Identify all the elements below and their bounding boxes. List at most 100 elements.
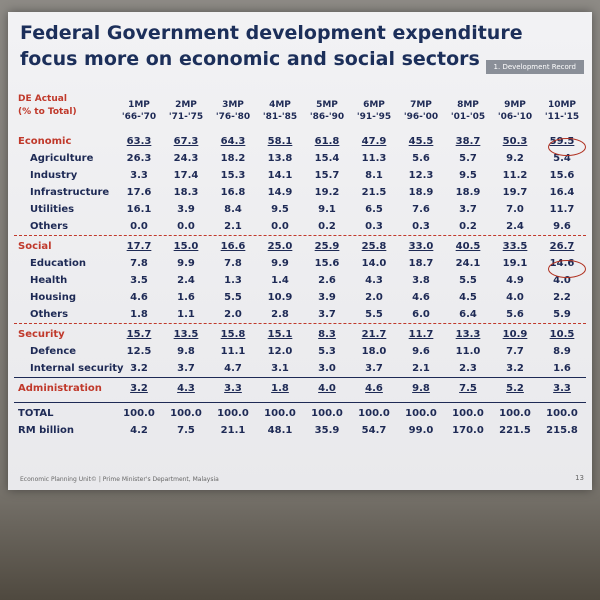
item-value: 15.6 [549,170,575,181]
item-value: 3.9 [318,292,336,303]
section-value: 33.5 [502,241,528,252]
total-value: 100.0 [405,408,437,419]
total-value: 35.9 [314,425,340,436]
item-value: 4.3 [365,275,383,286]
section-value: 64.3 [220,136,246,147]
item-value: 3.7 [459,204,477,215]
item-value: 4.6 [130,292,148,303]
section-value: 25.8 [361,241,387,252]
item-value: 8.1 [365,170,383,181]
section-value: 58.1 [267,136,293,147]
item-value: 16.4 [549,187,575,198]
item-value: 2.1 [412,363,430,374]
item-value: 5.7 [459,153,477,164]
total-value: 100.0 [358,408,390,419]
section-value: 17.7 [126,241,152,252]
section-value: 11.7 [408,329,434,340]
item-value: 2.4 [177,275,195,286]
section-rule [14,235,586,236]
item-value: 4.6 [412,292,430,303]
item-value: 17.4 [173,170,199,181]
item-label: Internal security [30,363,124,374]
item-value: 1.6 [177,292,195,303]
item-value: 7.8 [224,258,242,269]
section-value: 63.3 [126,136,152,147]
item-value: 9.8 [177,346,195,357]
item-value: 1.3 [224,275,242,286]
total-value: 100.0 [123,408,155,419]
item-value: 7.8 [130,258,148,269]
item-value: 7.0 [506,204,524,215]
item-value: 4.0 [506,292,524,303]
total-value: 100.0 [499,408,531,419]
section-value: 15.1 [267,329,293,340]
total-label: RM billion [18,425,74,436]
section-value: 67.3 [173,136,199,147]
total-value: 21.1 [220,425,246,436]
item-value: 24.1 [455,258,481,269]
section-label: Social [18,241,52,252]
column-plan: 5MP [316,100,338,110]
item-value: 2.0 [224,309,242,320]
item-value: 9.9 [177,258,195,269]
total-value: 7.5 [177,425,195,436]
item-value: 4.5 [459,292,477,303]
column-plan: 6MP [363,100,385,110]
item-value: 8.9 [553,346,571,357]
section-value: 15.7 [126,329,152,340]
column-plan: 1MP [128,100,150,110]
section-value: 5.2 [506,383,524,394]
item-value: 1.1 [177,309,195,320]
item-value: 18.3 [173,187,199,198]
item-value: 15.4 [314,153,340,164]
item-value: 21.5 [361,187,387,198]
item-label: Others [30,221,69,232]
page-number: 13 [575,474,584,482]
item-value: 3.2 [506,363,524,374]
item-value: 6.5 [365,204,383,215]
section-value: 3.2 [130,383,148,394]
total-rule [14,402,586,403]
section-label: Economic [18,136,72,147]
item-value: 5.5 [459,275,477,286]
item-value: 11.0 [455,346,481,357]
total-value: 100.0 [170,408,202,419]
item-value: 26.3 [126,153,152,164]
total-value: 215.8 [546,425,578,436]
item-value: 6.4 [459,309,477,320]
item-value: 7.6 [412,204,430,215]
item-label: Defence [30,346,77,357]
column-period: '01-'05 [450,112,486,122]
item-value: 0.0 [271,221,289,232]
total-value: 54.7 [361,425,387,436]
item-value: 5.4 [553,153,571,164]
item-value: 18.9 [408,187,434,198]
column-plan: 10MP [547,100,577,110]
item-value: 15.7 [314,170,340,181]
item-value: 5.6 [506,309,524,320]
column-plan: 9MP [504,100,526,110]
item-value: 24.3 [173,153,199,164]
section-label: Administration [18,383,102,394]
item-value: 6.0 [412,309,430,320]
total-value: 100.0 [452,408,484,419]
item-value: 14.0 [361,258,387,269]
item-value: 2.4 [506,221,524,232]
section-value: 9.8 [412,383,430,394]
item-value: 19.2 [314,187,340,198]
item-value: 9.5 [459,170,477,181]
section-value: 13.5 [173,329,199,340]
total-value: 100.0 [546,408,578,419]
section-value: 13.3 [455,329,481,340]
column-period: '81-'85 [262,112,298,122]
item-value: 8.4 [224,204,242,215]
item-value: 16.8 [220,187,246,198]
item-label: Housing [30,292,77,303]
item-value: 9.6 [412,346,430,357]
section-rule [14,323,586,324]
item-value: 16.1 [126,204,152,215]
item-value: 5.6 [412,153,430,164]
item-value: 11.2 [502,170,528,181]
item-value: 7.7 [506,346,524,357]
